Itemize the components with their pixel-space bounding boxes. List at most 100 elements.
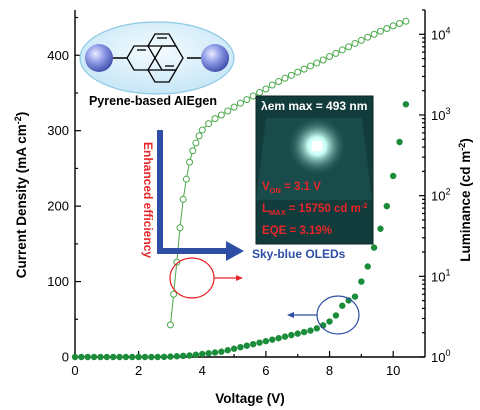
y-axis-title: Current Density (mA cm-2) bbox=[13, 112, 29, 279]
y2-tick-label: 101 bbox=[431, 267, 450, 284]
luminance-point bbox=[345, 43, 353, 51]
x-tick-label: 4 bbox=[199, 363, 206, 378]
luminance-point bbox=[396, 20, 404, 28]
luminance-point bbox=[256, 88, 264, 96]
current-density-point bbox=[192, 351, 200, 358]
x-tick-label: 8 bbox=[326, 363, 333, 378]
sky-blue-label: Sky-blue OLEDs bbox=[252, 247, 346, 261]
current-density-point bbox=[179, 352, 187, 360]
current-density-point bbox=[211, 349, 219, 356]
current-density-series bbox=[71, 101, 410, 361]
current-density-point bbox=[383, 202, 391, 210]
blue-arrow-horizontal bbox=[157, 248, 227, 254]
luminance-point bbox=[281, 74, 289, 82]
luminance-point bbox=[230, 103, 238, 111]
blue-arrow-head bbox=[226, 241, 244, 261]
luminance-point bbox=[300, 65, 308, 73]
luminance-point bbox=[211, 115, 219, 123]
current-density-point bbox=[377, 225, 384, 232]
luminance-point bbox=[205, 120, 213, 128]
current-density-point bbox=[313, 325, 321, 332]
y2-tick-base: 10 bbox=[431, 350, 445, 365]
red-circle bbox=[169, 257, 215, 299]
luminance-point bbox=[189, 147, 197, 155]
inset-lmax-sup: -2 bbox=[361, 201, 368, 210]
molecule-label: Pyrene-based AIEgen bbox=[89, 94, 217, 108]
current-density-point bbox=[173, 353, 181, 360]
current-density-point bbox=[358, 278, 365, 285]
y2-tick-label: 104 bbox=[431, 25, 450, 42]
blue-l-arrow bbox=[157, 130, 244, 261]
y2-axis-title-main: Luminance (cd m bbox=[458, 151, 473, 262]
inset-von-line: VON = 3.1 V bbox=[262, 181, 321, 195]
current-density-point bbox=[116, 353, 123, 361]
y2-tick-label: 102 bbox=[431, 187, 450, 204]
luminance-point bbox=[224, 107, 232, 115]
right-sphere bbox=[201, 44, 229, 72]
y-axis-title-main: Current Density (mA cm bbox=[14, 124, 29, 278]
current-density-point bbox=[109, 353, 117, 361]
luminance-point bbox=[243, 96, 251, 104]
current-density-point bbox=[326, 318, 333, 325]
luminance-point bbox=[287, 71, 295, 79]
luminance-point bbox=[176, 224, 184, 232]
left-sphere bbox=[85, 44, 113, 72]
x-tick-label: 10 bbox=[386, 363, 400, 378]
y-tick-label: 200 bbox=[47, 199, 69, 214]
current-density-point bbox=[237, 343, 244, 351]
y2-axis-title-close: ) bbox=[458, 138, 473, 143]
current-density-point bbox=[90, 353, 98, 361]
current-density-point bbox=[154, 353, 161, 361]
current-density-point bbox=[135, 353, 142, 361]
inset-lambda-line: λem max = 493 nm bbox=[261, 99, 367, 113]
current-density-point bbox=[262, 337, 270, 345]
y-tick-label: 100 bbox=[47, 274, 69, 289]
luminance-point bbox=[262, 85, 270, 93]
luminance-point bbox=[236, 99, 244, 107]
current-density-point bbox=[396, 138, 403, 146]
y2-tick-base: 10 bbox=[431, 27, 445, 42]
current-density-point bbox=[199, 350, 206, 358]
y-tick-label: 0 bbox=[62, 350, 69, 365]
molecule-graphic: Pyrene-based AIEgen bbox=[79, 21, 235, 108]
y-tick-label: 400 bbox=[47, 48, 69, 63]
inset-von-rest: = 3.1 V bbox=[281, 181, 321, 193]
current-density-point bbox=[84, 353, 91, 361]
blue-circle-annotation bbox=[287, 295, 360, 335]
y-ticks: 0 100 200 300 400 bbox=[47, 16, 81, 365]
current-density-point bbox=[224, 347, 231, 354]
inset-lambda-text: em max = 493 nm bbox=[268, 99, 368, 113]
current-density-point bbox=[148, 353, 155, 361]
current-density-point bbox=[364, 263, 371, 270]
pyrene-ring-bottom bbox=[146, 69, 178, 83]
x-axis-title: Voltage (V) bbox=[215, 391, 285, 406]
current-density-point bbox=[103, 353, 111, 361]
luminance-point bbox=[173, 258, 181, 266]
x-tick-label: 0 bbox=[71, 363, 78, 378]
y-axis-title-sup: -2 bbox=[13, 116, 23, 124]
y2-axis-title: Luminance (cd m-2) bbox=[457, 138, 473, 262]
current-density-point bbox=[160, 353, 168, 361]
current-density-point bbox=[256, 339, 263, 346]
luminance-point bbox=[198, 126, 206, 134]
pyrene-core bbox=[126, 33, 184, 83]
current-density-point bbox=[78, 353, 85, 361]
luminance-point bbox=[338, 46, 346, 54]
pyrene-ring-top bbox=[146, 33, 178, 47]
x-tick-label: 6 bbox=[262, 363, 269, 378]
inset-lambda-symbol: λ bbox=[261, 99, 268, 113]
luminance-point bbox=[383, 24, 391, 32]
inset-lmax-sub: MAX bbox=[269, 208, 286, 217]
y2-axis-title-sup: -2 bbox=[457, 143, 467, 151]
luminance-point bbox=[402, 17, 410, 25]
current-density-point bbox=[122, 353, 130, 361]
luminance-point bbox=[319, 56, 327, 64]
luminance-point bbox=[326, 53, 334, 61]
current-density-point bbox=[230, 345, 238, 352]
y2-tick-exp: 2 bbox=[445, 187, 450, 197]
inset-border bbox=[255, 95, 374, 245]
y2-tick-base: 10 bbox=[431, 269, 445, 284]
